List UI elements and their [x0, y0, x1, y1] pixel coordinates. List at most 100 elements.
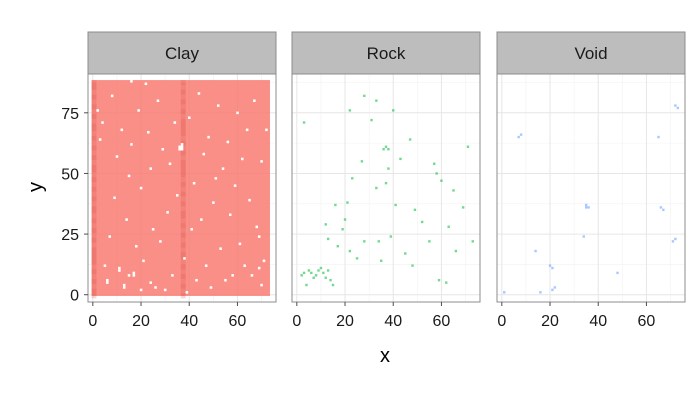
x-tick-label: 0: [292, 313, 301, 330]
gap-cell: [255, 225, 259, 229]
texture-cell: [91, 218, 97, 224]
texture-cell: [91, 196, 97, 202]
texture-cell: [180, 213, 186, 219]
texture-cell: [180, 252, 186, 258]
gap-cell: [180, 143, 184, 146]
gap-cell: [108, 235, 112, 238]
data-cell: [413, 208, 417, 212]
gap-cell: [257, 235, 261, 238]
texture-cell: [91, 211, 97, 216]
gap-cell: [120, 128, 124, 132]
data-cell: [317, 269, 320, 272]
gap-cell: [122, 283, 126, 287]
texture-cell: [91, 84, 97, 90]
texture-cell: [180, 109, 186, 115]
data-cell: [360, 160, 364, 163]
texture-cell: [91, 235, 97, 241]
texture-cell: [180, 223, 186, 229]
texture-cell: [91, 143, 97, 148]
texture-cell: [91, 87, 97, 93]
texture-cell: [91, 220, 97, 226]
data-cell: [582, 235, 585, 238]
texture-cell: [180, 126, 186, 131]
gap-cell: [149, 167, 152, 170]
gap-cell: [144, 82, 148, 86]
gap-cell: [226, 140, 230, 144]
gap-cell: [166, 211, 169, 214]
strip-header: [87, 31, 277, 75]
data-cell: [312, 276, 315, 279]
texture-cell: [91, 288, 97, 294]
gap-cell: [127, 174, 131, 178]
texture-cell: [180, 264, 186, 270]
data-cell: [336, 245, 339, 248]
gap-cell: [238, 242, 242, 246]
gap-cell: [168, 162, 172, 166]
texture-cell: [180, 286, 186, 292]
data-cell: [370, 118, 373, 122]
data-cell: [302, 121, 306, 124]
gap-cell: [139, 186, 143, 190]
y-tick-label: 25: [61, 227, 79, 244]
texture-cell: [180, 131, 186, 136]
gap-cell: [113, 196, 116, 200]
data-cell: [657, 135, 660, 139]
texture-cell: [91, 269, 97, 275]
gap-cell: [115, 155, 119, 158]
heatmap-gaps: [96, 80, 268, 294]
texture-cell: [91, 189, 97, 195]
texture-cell: [91, 133, 97, 139]
texture-cell: [180, 240, 186, 245]
texture-cell: [91, 184, 97, 190]
texture-cell: [91, 198, 97, 204]
gap-cell: [127, 274, 131, 277]
data-cell: [324, 223, 327, 226]
gap-cell: [245, 128, 249, 132]
gap-cell: [98, 138, 102, 141]
gap-cell: [243, 264, 246, 267]
texture-cell: [180, 194, 186, 199]
data-cell: [435, 172, 438, 175]
texture-cell: [180, 123, 186, 129]
gap-cell: [173, 121, 177, 124]
texture-cell: [91, 254, 97, 260]
x-tick-label: 0: [88, 313, 97, 330]
texture-cell: [180, 174, 186, 180]
data-cell: [375, 99, 378, 102]
gap-cell: [151, 228, 155, 231]
panels-layer: Clay 0 20 40 60 Rock 0 20 40 60 Void 0 20 40 60: [87, 31, 686, 330]
texture-cell: [91, 135, 97, 141]
gap-cell: [178, 147, 181, 151]
facet-panel-void: Void 0 20 40 60: [496, 31, 686, 330]
x-tick-label: 0: [497, 313, 506, 330]
data-cell: [363, 94, 366, 98]
data-cell: [351, 177, 354, 180]
texture-cell: [91, 157, 97, 163]
texture-cell: [180, 152, 186, 158]
gap-cell: [265, 128, 268, 132]
texture-cell: [180, 242, 186, 248]
heatmap-fill-region: [91, 80, 270, 296]
texture-cell: [91, 278, 97, 284]
gap-cell: [231, 274, 234, 277]
texture-cell: [180, 162, 186, 168]
panel-background: [292, 74, 480, 302]
gap-cell: [229, 213, 232, 217]
texture-cell: [91, 228, 97, 233]
data-cell: [348, 109, 352, 112]
texture-cell: [180, 116, 186, 122]
data-cell: [584, 206, 588, 209]
data-cell: [305, 283, 308, 287]
texture-cell: [180, 261, 186, 267]
gap-cell: [260, 160, 263, 163]
texture-cell: [91, 106, 97, 112]
texture-cell: [180, 92, 186, 98]
data-cell: [384, 181, 388, 185]
gap-cell: [175, 194, 179, 197]
data-cell: [408, 138, 412, 141]
panel-background: [497, 74, 685, 302]
x-tick-label: 60: [638, 313, 656, 330]
strip-label: Rock: [367, 44, 406, 63]
texture-cell: [180, 232, 186, 238]
